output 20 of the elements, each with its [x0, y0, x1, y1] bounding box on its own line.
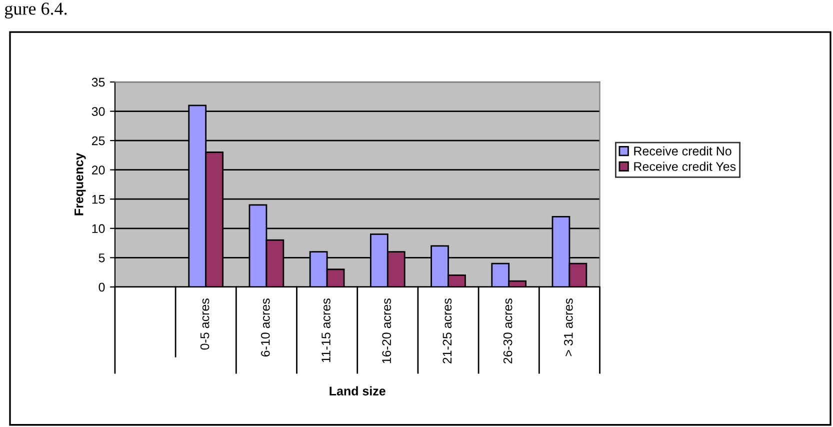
- text: gure 6.4.: [4, 2, 67, 19]
- y-tick-label: 5: [98, 254, 105, 262]
- x-tick-label: 16-20 acres: [382, 298, 392, 364]
- y-tick-label: 15: [92, 195, 105, 204]
- y-tick-label: 20: [92, 166, 105, 174]
- y-tick-label: 30: [92, 107, 105, 116]
- y-axis-title: Frequency: [74, 152, 86, 216]
- legend-label: Receive credit No: [634, 146, 732, 156]
- x-tick-label: > 31 acres: [564, 298, 573, 356]
- y-tick-label: 10: [92, 224, 105, 234]
- x-tick-label: 6-10 acres: [260, 298, 270, 356]
- x-axis-title: Land size: [330, 386, 386, 396]
- x-tick-label: 11-15 acres: [322, 298, 330, 362]
- x-tick-label: 21-25 acres: [442, 298, 452, 364]
- legend-label: Receive credit Yes: [634, 162, 736, 171]
- x-tick-label: 26-30 acres: [503, 298, 512, 364]
- y-tick-label: 25: [92, 136, 105, 146]
- x-tick-label: 0-5 acres: [200, 298, 210, 350]
- y-tick-label: 0: [98, 282, 105, 292]
- y-tick-label: 35: [92, 78, 105, 87]
